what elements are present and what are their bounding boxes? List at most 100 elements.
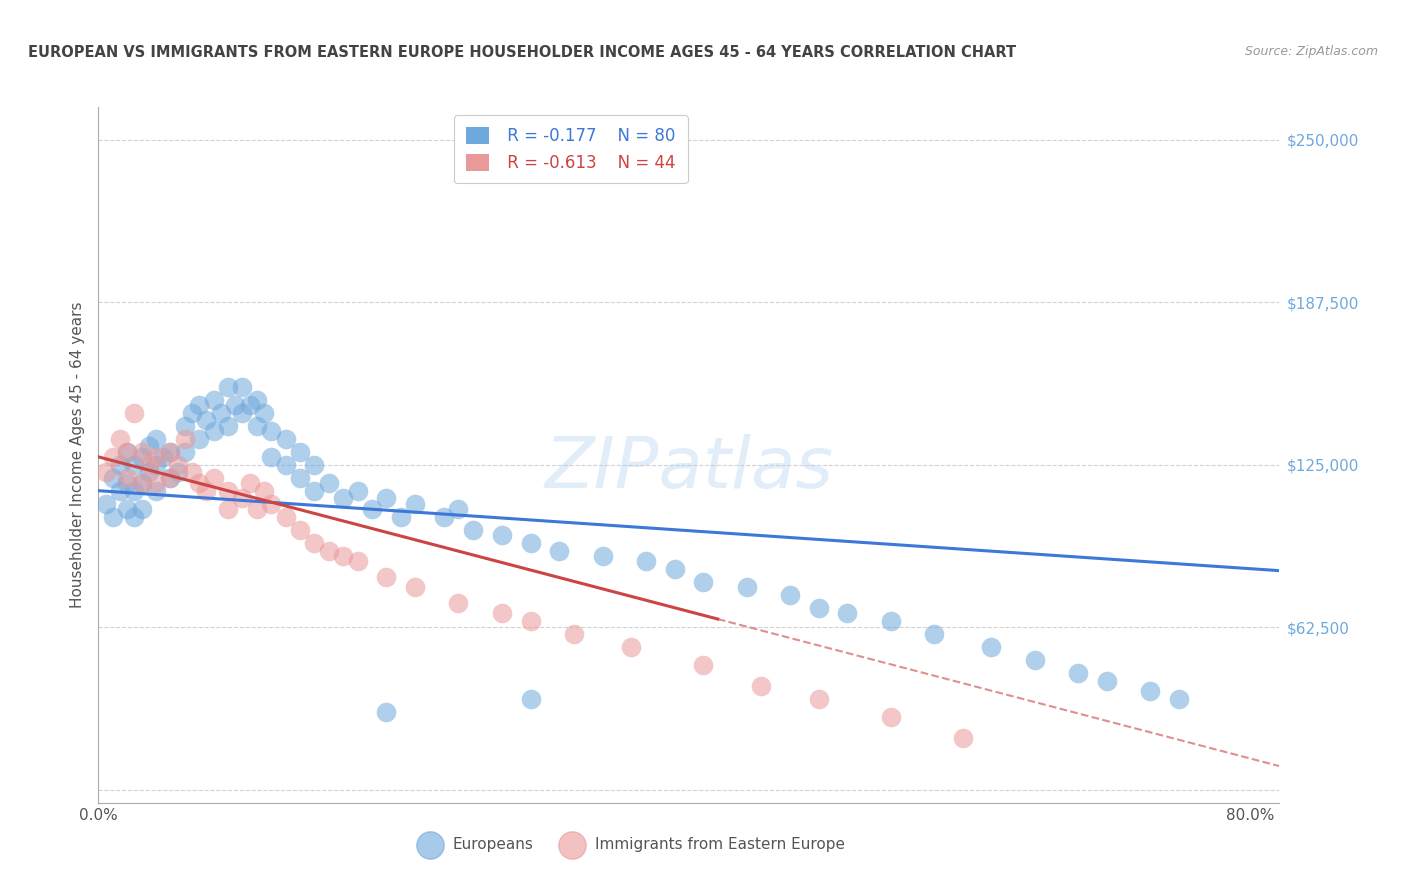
Point <box>115 471 138 485</box>
Point <box>1024 653 1046 667</box>
Point <box>173 432 195 446</box>
Point <box>188 398 211 412</box>
Point <box>375 491 398 506</box>
Point <box>288 523 311 537</box>
Point <box>837 606 859 620</box>
Point <box>749 679 772 693</box>
Point <box>159 471 181 485</box>
Point <box>131 502 153 516</box>
Point <box>131 450 153 464</box>
Point <box>115 502 138 516</box>
Point <box>375 569 398 583</box>
Point <box>124 509 146 524</box>
Point <box>239 398 262 412</box>
Point <box>188 475 211 490</box>
Point <box>562 626 585 640</box>
Point <box>202 392 225 407</box>
Point <box>209 406 232 420</box>
Point <box>779 588 801 602</box>
Point <box>202 471 225 485</box>
Point <box>145 475 167 490</box>
Point <box>253 406 276 420</box>
Point <box>195 483 218 498</box>
Point <box>304 483 326 498</box>
Point <box>260 424 283 438</box>
Point <box>447 595 470 609</box>
Point <box>304 535 326 549</box>
Point <box>807 600 830 615</box>
Point <box>173 444 195 458</box>
Point <box>491 528 513 542</box>
Point <box>620 640 643 654</box>
Point <box>124 406 146 420</box>
Point <box>519 614 541 628</box>
Point <box>274 432 297 446</box>
Point <box>115 444 138 458</box>
Point <box>101 509 124 524</box>
Point <box>224 398 246 412</box>
Point <box>217 502 239 516</box>
Point <box>138 458 160 472</box>
Point <box>404 497 426 511</box>
Point <box>181 466 204 480</box>
Point <box>188 432 211 446</box>
Point <box>274 458 297 472</box>
Point <box>735 580 758 594</box>
Point <box>217 483 239 498</box>
Text: Source: ZipAtlas.com: Source: ZipAtlas.com <box>1244 45 1378 58</box>
Point <box>159 444 181 458</box>
Point <box>461 523 484 537</box>
Point <box>115 475 138 490</box>
Point <box>152 450 174 464</box>
Point <box>346 483 368 498</box>
Point <box>253 483 276 498</box>
Point <box>246 392 269 407</box>
Text: EUROPEAN VS IMMIGRANTS FROM EASTERN EUROPE HOUSEHOLDER INCOME AGES 45 - 64 YEARS: EUROPEAN VS IMMIGRANTS FROM EASTERN EURO… <box>28 45 1017 60</box>
Point <box>346 554 368 568</box>
Point <box>101 471 124 485</box>
Point <box>145 483 167 498</box>
Point <box>131 475 153 490</box>
Point <box>115 444 138 458</box>
Point <box>389 509 412 524</box>
Point <box>246 418 269 433</box>
Point <box>145 450 167 464</box>
Point <box>101 450 124 464</box>
Point <box>231 491 253 506</box>
Point <box>375 705 398 719</box>
Point <box>231 406 253 420</box>
Point <box>519 691 541 706</box>
Point <box>332 491 354 506</box>
Point <box>217 418 239 433</box>
Point <box>404 580 426 594</box>
Point <box>332 549 354 563</box>
Point <box>231 379 253 393</box>
Point <box>1067 665 1090 680</box>
Point <box>260 450 283 464</box>
Point <box>239 475 262 490</box>
Point <box>124 458 146 472</box>
Point <box>304 458 326 472</box>
Point <box>108 432 131 446</box>
Point <box>124 483 146 498</box>
Point <box>952 731 974 745</box>
Point <box>664 562 686 576</box>
Point <box>145 458 167 472</box>
Point <box>692 574 714 589</box>
Point <box>217 379 239 393</box>
Point <box>94 466 117 480</box>
Point <box>1139 684 1161 698</box>
Point <box>447 502 470 516</box>
Y-axis label: Householder Income Ages 45 - 64 years: Householder Income Ages 45 - 64 years <box>70 301 86 608</box>
Point <box>922 626 945 640</box>
Legend: Europeans, Immigrants from Eastern Europe: Europeans, Immigrants from Eastern Europ… <box>409 830 851 858</box>
Point <box>274 509 297 524</box>
Point <box>166 458 188 472</box>
Text: ZIPatlas: ZIPatlas <box>544 434 834 503</box>
Point <box>361 502 384 516</box>
Point <box>491 606 513 620</box>
Point <box>138 440 160 454</box>
Point <box>692 657 714 672</box>
Point <box>202 424 225 438</box>
Point <box>131 475 153 490</box>
